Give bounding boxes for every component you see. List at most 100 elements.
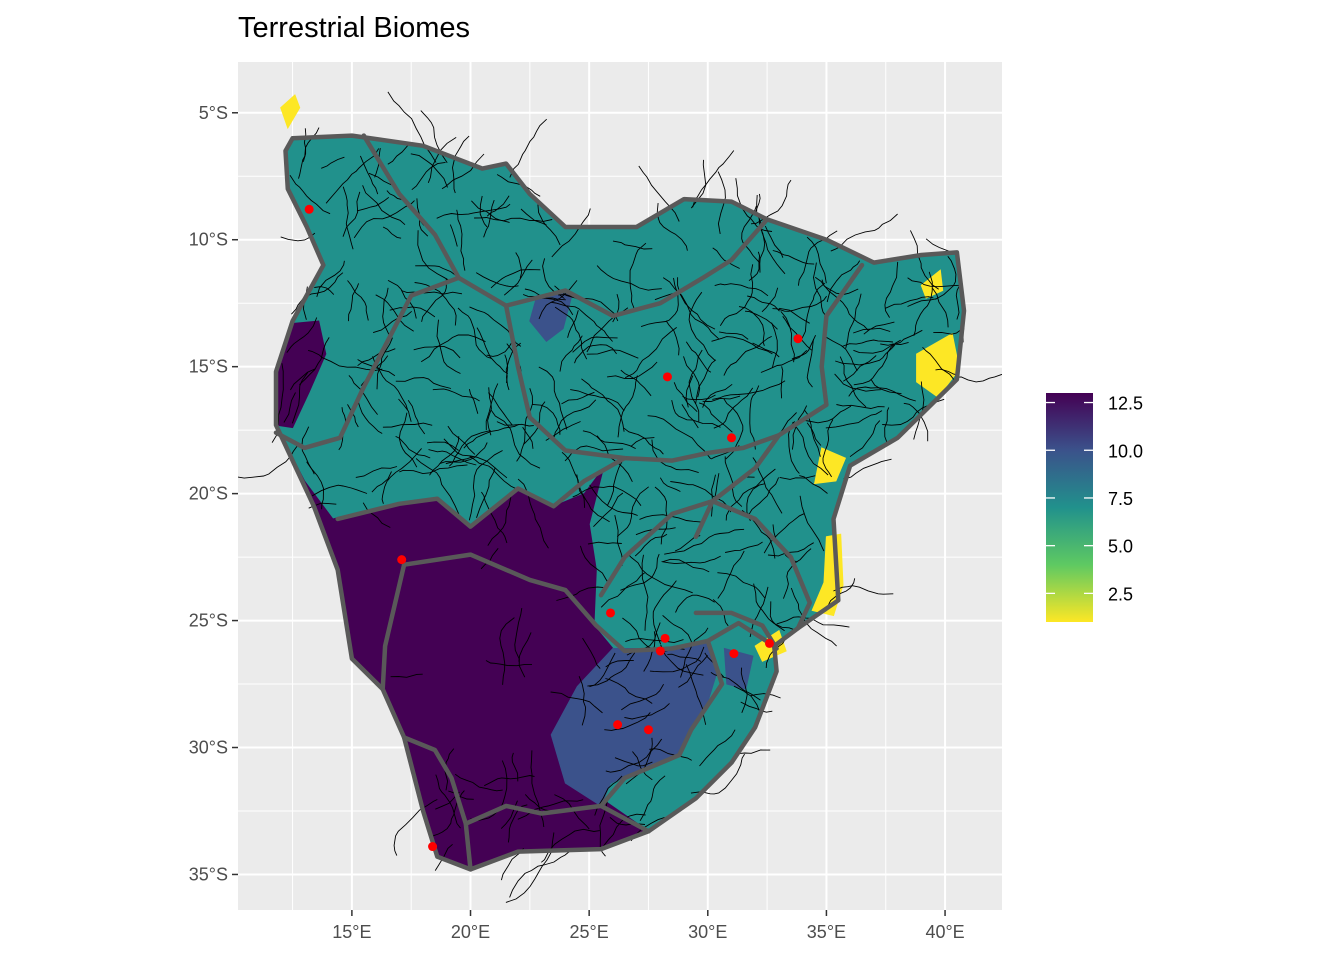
river [853, 327, 891, 334]
river [347, 280, 369, 321]
river [475, 272, 519, 288]
river [717, 572, 766, 599]
river [518, 632, 532, 662]
biome-regions [275, 94, 965, 870]
river [582, 430, 633, 483]
basin-border [401, 552, 777, 654]
y-tick-label: 25°S [189, 611, 228, 631]
river [780, 366, 784, 399]
river [772, 250, 815, 265]
river [660, 644, 704, 676]
river [662, 615, 694, 646]
river [605, 678, 653, 704]
river [620, 369, 652, 397]
river [746, 483, 765, 522]
river [792, 421, 829, 476]
station-point [643, 725, 653, 735]
river [468, 388, 479, 414]
river [673, 382, 698, 413]
river [456, 209, 466, 271]
river [358, 394, 383, 434]
river [414, 282, 457, 326]
river [470, 760, 508, 821]
river [490, 269, 541, 289]
river [800, 282, 826, 341]
river [884, 407, 890, 444]
basin-border [335, 455, 627, 529]
river [286, 317, 318, 353]
river [578, 676, 587, 726]
river [532, 403, 561, 435]
river [579, 545, 609, 584]
river [654, 486, 668, 545]
basin-borders [273, 133, 967, 872]
river [485, 383, 499, 431]
river [490, 409, 541, 469]
basin-border [273, 133, 967, 872]
river [797, 230, 838, 286]
river [347, 404, 359, 428]
river [554, 794, 590, 830]
basin-border [463, 803, 651, 834]
river [488, 392, 513, 426]
basin-border [361, 133, 770, 319]
river [476, 467, 496, 518]
river [635, 527, 676, 536]
river [589, 652, 616, 688]
river [572, 485, 642, 506]
river [511, 752, 519, 782]
river [612, 240, 653, 250]
river [682, 394, 716, 401]
river [593, 492, 624, 528]
river [410, 153, 448, 188]
river [417, 230, 452, 282]
river [806, 422, 822, 446]
river [799, 475, 828, 494]
river [685, 375, 694, 408]
river [760, 349, 808, 373]
river [401, 290, 463, 295]
river [551, 208, 591, 258]
river [665, 320, 680, 356]
river [441, 153, 485, 190]
river [434, 843, 453, 871]
biome-region [916, 332, 960, 398]
river [606, 459, 624, 506]
river [814, 276, 859, 295]
river [570, 389, 625, 412]
river [480, 548, 499, 570]
river [436, 319, 461, 374]
colorbar-label: 5.0 [1108, 537, 1133, 557]
river [537, 204, 561, 246]
river [516, 388, 533, 462]
river [342, 191, 361, 237]
river [685, 341, 712, 373]
river [554, 306, 588, 360]
river [632, 751, 653, 781]
x-tick-label: 20°E [451, 922, 490, 942]
river [841, 339, 894, 347]
river [325, 148, 380, 204]
river [503, 259, 533, 296]
river [553, 399, 597, 440]
river [662, 277, 720, 340]
river [659, 477, 681, 492]
station-point [764, 638, 774, 648]
river [348, 283, 360, 322]
y-tick-label: 35°S [189, 864, 228, 884]
river [395, 435, 431, 459]
river [880, 341, 909, 346]
river [514, 608, 526, 678]
river [357, 348, 396, 367]
river [741, 206, 761, 264]
river [714, 283, 769, 297]
station-point [428, 842, 438, 852]
river [712, 247, 740, 269]
river [314, 286, 335, 295]
station-point [729, 649, 739, 659]
river [407, 399, 426, 435]
river [605, 737, 653, 773]
y-tick-label: 5°S [199, 103, 228, 123]
river [372, 310, 412, 334]
